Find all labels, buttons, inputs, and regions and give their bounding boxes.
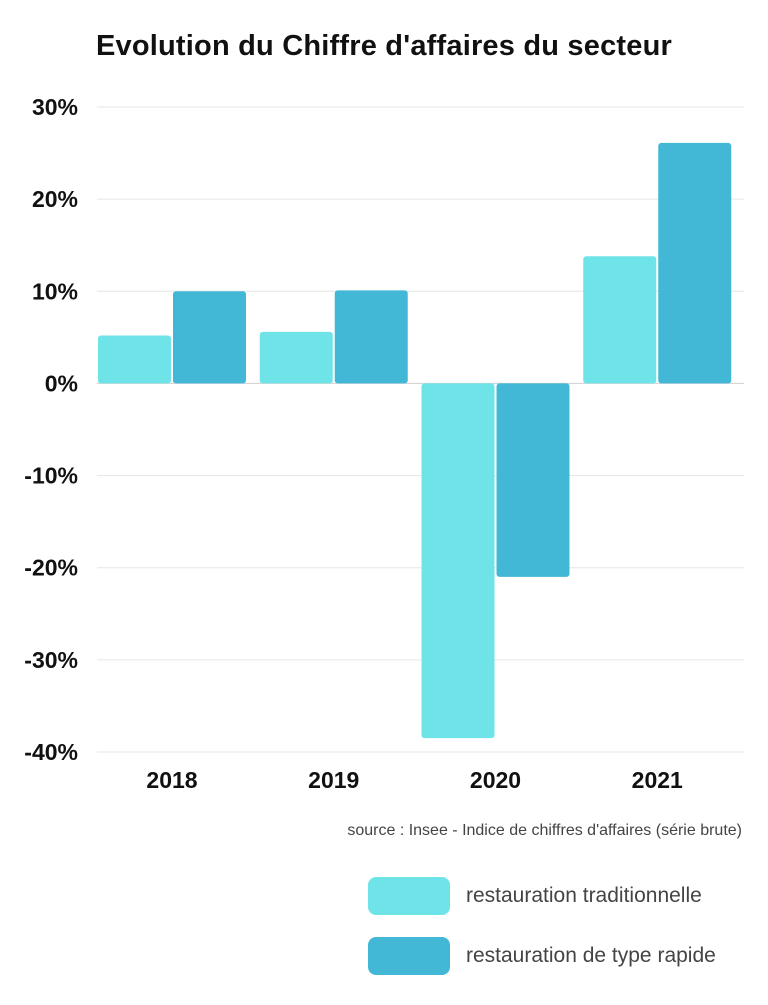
x-tick-label-2018: 2018: [146, 767, 197, 793]
legend-label-traditionnelle: restauration traditionnelle: [466, 884, 702, 907]
y-tick-label: -10%: [24, 463, 78, 489]
y-tick-label: -40%: [24, 739, 78, 765]
y-tick-label: 0%: [45, 370, 78, 396]
source-note: source : Insee - Indice de chiffres d'af…: [347, 822, 742, 839]
bar-2019-series-2: [334, 290, 408, 384]
bar-2020-series-2: [496, 383, 570, 577]
x-tick-label-2019: 2019: [308, 767, 359, 793]
bar-2021-series-2: [658, 142, 732, 384]
x-axis-ticks: 2018 2019 2020 2021: [146, 767, 683, 793]
y-tick-label: 10%: [32, 278, 78, 304]
bar-2020-series-1: [421, 383, 495, 739]
gridlines: [97, 106, 744, 753]
bars: [98, 142, 732, 739]
legend-item-traditionnelle: restauration traditionnelle: [368, 877, 702, 915]
chart-title: Evolution du Chiffre d'affaires du secte…: [95, 30, 673, 62]
legend-swatch-traditionnelle: [368, 877, 450, 915]
legend-swatch-rapide: [368, 937, 450, 975]
y-tick-label: 20%: [32, 186, 78, 212]
y-tick-label: 30%: [32, 94, 78, 120]
y-tick-label: -30%: [24, 647, 78, 673]
y-tick-label: -20%: [24, 555, 78, 581]
x-tick-label-2020: 2020: [470, 767, 521, 793]
x-tick-label-2021: 2021: [632, 767, 683, 793]
bar-2021-series-1: [583, 256, 657, 384]
legend-label-rapide: restauration de type rapide: [466, 944, 716, 967]
legend-item-rapide: restauration de type rapide: [368, 937, 716, 975]
y-axis-ticks: 30% 20% 10% 0% -10% -20% -30% -40%: [24, 94, 78, 765]
bar-2018-series-1: [98, 335, 171, 384]
bar-2018-series-2: [173, 291, 246, 384]
bar-2019-series-1: [259, 331, 333, 384]
